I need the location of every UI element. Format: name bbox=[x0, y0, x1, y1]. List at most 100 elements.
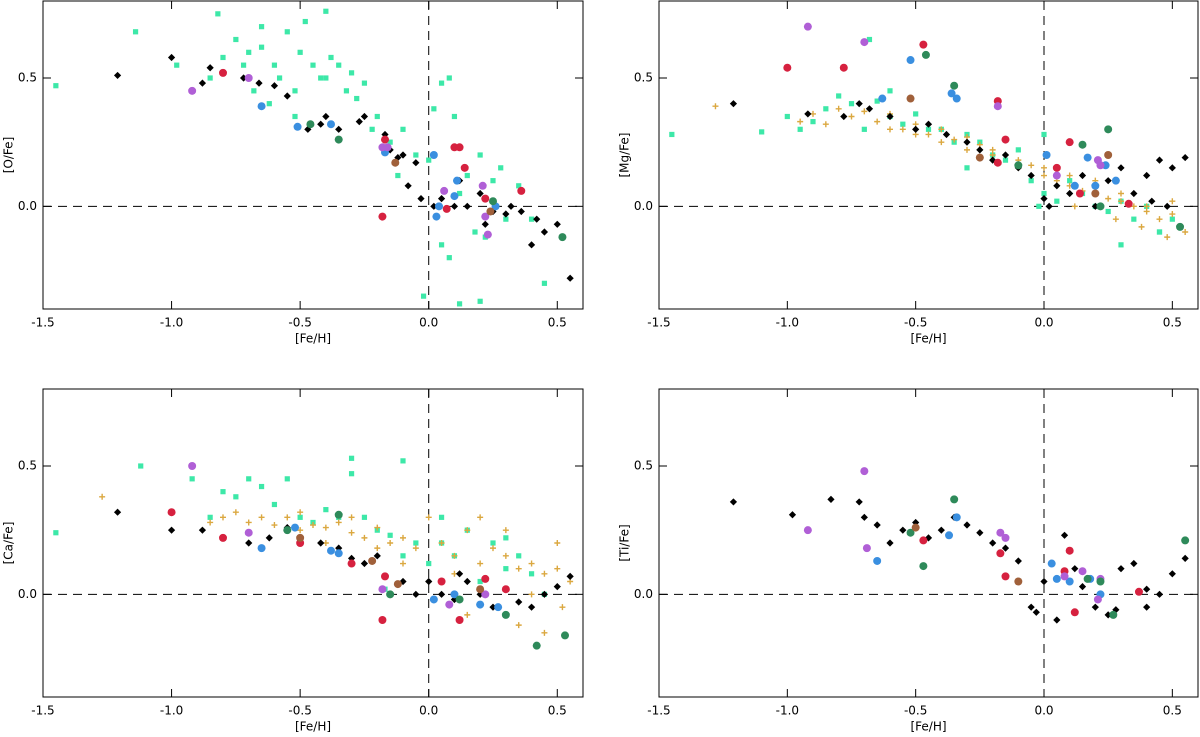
point bbox=[323, 75, 329, 81]
point bbox=[219, 68, 227, 77]
point bbox=[1168, 164, 1176, 172]
point bbox=[400, 560, 406, 567]
point bbox=[220, 514, 226, 521]
point bbox=[1001, 533, 1010, 542]
point bbox=[921, 50, 930, 59]
point bbox=[1041, 190, 1047, 197]
point bbox=[516, 553, 522, 559]
point bbox=[215, 11, 221, 17]
point bbox=[1040, 577, 1048, 586]
x-tick-label: -0.5 bbox=[904, 316, 927, 330]
point bbox=[335, 519, 342, 526]
point bbox=[432, 212, 441, 221]
series bbox=[669, 36, 1175, 248]
point bbox=[233, 494, 239, 500]
point bbox=[938, 139, 945, 146]
point bbox=[925, 126, 932, 132]
point bbox=[284, 514, 291, 521]
point bbox=[258, 24, 265, 30]
point bbox=[451, 552, 458, 559]
point bbox=[244, 528, 253, 537]
point bbox=[1117, 164, 1125, 172]
point bbox=[1002, 157, 1009, 163]
x-tick-label: -1.5 bbox=[31, 704, 54, 718]
point bbox=[245, 519, 252, 526]
point bbox=[1014, 577, 1023, 586]
point bbox=[354, 95, 360, 102]
point bbox=[1027, 171, 1035, 180]
point bbox=[476, 600, 485, 609]
point bbox=[1118, 198, 1124, 205]
point bbox=[919, 536, 928, 545]
point bbox=[477, 152, 483, 158]
point bbox=[527, 603, 536, 611]
point bbox=[206, 64, 214, 72]
x-tick-label: -1.5 bbox=[647, 316, 670, 330]
point bbox=[558, 233, 567, 242]
point bbox=[450, 192, 459, 201]
point bbox=[887, 126, 893, 133]
point bbox=[258, 44, 265, 50]
point bbox=[412, 590, 420, 598]
point bbox=[425, 514, 432, 521]
point bbox=[132, 29, 139, 35]
point bbox=[1155, 156, 1164, 164]
point bbox=[430, 202, 438, 210]
point bbox=[1041, 164, 1047, 171]
point bbox=[1168, 570, 1176, 578]
point bbox=[899, 126, 906, 133]
x-axis-label: [Fe/H] bbox=[910, 720, 946, 734]
point bbox=[477, 560, 484, 567]
point bbox=[566, 572, 574, 580]
point bbox=[348, 455, 355, 461]
panel: -1.5 -1.0 -0.5 0.0 0.5 0.0 0.5 [Fe/H] [O/Fe] bbox=[2, 0, 584, 346]
point bbox=[855, 100, 863, 108]
point bbox=[1130, 559, 1138, 568]
point bbox=[938, 126, 945, 133]
point bbox=[1143, 603, 1151, 611]
point bbox=[498, 165, 504, 171]
point bbox=[797, 126, 803, 132]
point bbox=[1075, 189, 1084, 198]
point bbox=[1112, 216, 1119, 223]
point bbox=[395, 172, 401, 179]
point bbox=[1071, 565, 1079, 573]
point bbox=[219, 533, 227, 542]
point bbox=[381, 135, 389, 144]
point bbox=[516, 183, 522, 189]
point bbox=[1027, 603, 1035, 611]
point bbox=[456, 190, 463, 197]
point bbox=[1156, 229, 1163, 235]
y-axis-label: [O/Fe] bbox=[2, 137, 16, 173]
point bbox=[413, 540, 419, 546]
point bbox=[1143, 203, 1150, 210]
point bbox=[503, 216, 509, 222]
point bbox=[244, 74, 253, 82]
point bbox=[420, 293, 427, 299]
series bbox=[257, 102, 500, 221]
point bbox=[1065, 138, 1074, 147]
point bbox=[1060, 531, 1069, 539]
plot-frame bbox=[42, 0, 584, 310]
point bbox=[450, 595, 459, 604]
point bbox=[490, 178, 496, 184]
point bbox=[167, 508, 176, 517]
point bbox=[911, 523, 920, 532]
point bbox=[460, 163, 469, 172]
point bbox=[1118, 242, 1124, 248]
point bbox=[1083, 153, 1092, 162]
point bbox=[322, 524, 329, 531]
point bbox=[246, 49, 252, 55]
point bbox=[327, 546, 335, 555]
point bbox=[1124, 199, 1133, 208]
y-tick-label: 0.5 bbox=[18, 459, 37, 473]
y-axis-label: [Ca/Fe] bbox=[2, 522, 16, 565]
point bbox=[866, 36, 873, 43]
x-tick-label: -0.5 bbox=[904, 704, 927, 718]
point bbox=[1078, 140, 1087, 149]
point bbox=[386, 590, 395, 599]
point bbox=[477, 298, 483, 304]
point bbox=[900, 121, 906, 127]
point bbox=[438, 242, 445, 248]
series bbox=[919, 536, 1143, 617]
